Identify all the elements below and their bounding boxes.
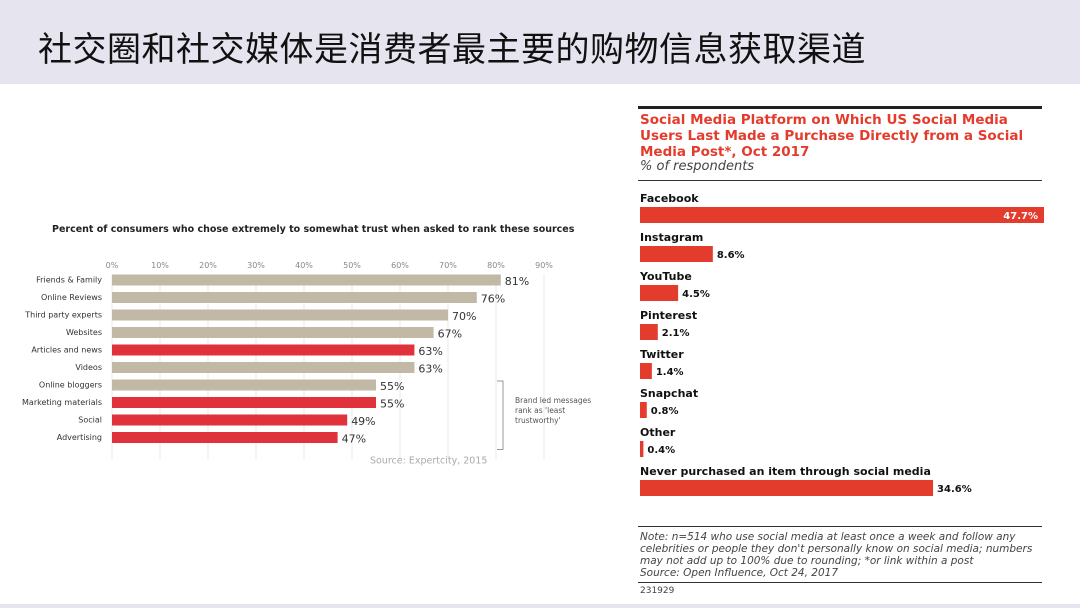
value-label: 47% bbox=[342, 433, 366, 446]
value-label: 76% bbox=[481, 293, 505, 306]
value-label: 63% bbox=[418, 345, 442, 358]
value-label: 49% bbox=[351, 415, 375, 428]
value-label: 81% bbox=[505, 275, 529, 288]
purchase-platform-chart: Facebook 47.7% Instagram 8.6% YouTube 4.5% Pin… bbox=[639, 192, 1044, 496]
value-label: 34.6% bbox=[937, 484, 972, 495]
x-tick-label: 10% bbox=[151, 261, 169, 270]
category-label: Never purchased an item through social m… bbox=[640, 465, 931, 478]
bar bbox=[112, 379, 376, 391]
x-tick-label: 60% bbox=[391, 261, 409, 270]
category-label: Marketing materials bbox=[22, 398, 102, 407]
x-tick-label: 70% bbox=[439, 261, 457, 270]
annotation-text: rank as 'least bbox=[515, 406, 565, 415]
bar bbox=[640, 324, 658, 340]
category-label: Snapchat bbox=[640, 387, 698, 400]
category-label: Online Reviews bbox=[41, 293, 102, 302]
value-label: 55% bbox=[380, 398, 404, 411]
category-label: YouTube bbox=[639, 270, 692, 283]
bar bbox=[112, 397, 376, 408]
bar bbox=[640, 363, 652, 379]
left-chart-title: Percent of consumers who chose extremely… bbox=[52, 224, 575, 235]
value-label: 63% bbox=[418, 363, 442, 376]
value-label: 4.5% bbox=[682, 289, 710, 300]
x-tick-label: 40% bbox=[295, 261, 313, 270]
panel-title: Social Media Platform on Which US Social… bbox=[640, 112, 1024, 160]
value-label: 70% bbox=[452, 310, 476, 323]
category-label: Third party experts bbox=[24, 311, 102, 320]
panel-mid-rule bbox=[638, 180, 1042, 181]
x-tick-label: 80% bbox=[487, 261, 505, 270]
bar bbox=[112, 274, 501, 286]
bar bbox=[112, 344, 415, 356]
value-label: 47.7% bbox=[1003, 211, 1038, 222]
purchase-platform-panel: Social Media Platform on Which US Social… bbox=[628, 106, 1046, 596]
bar bbox=[112, 309, 448, 321]
value-label: 1.4% bbox=[656, 367, 684, 378]
bar bbox=[112, 327, 434, 338]
annotation-bracket bbox=[497, 380, 504, 450]
category-label: Facebook bbox=[640, 192, 699, 205]
category-label: Pinterest bbox=[640, 309, 697, 322]
category-label: Articles and news bbox=[31, 346, 102, 355]
category-label: Advertising bbox=[57, 433, 102, 442]
left-chart-source: Source: Expertcity, 2015 bbox=[370, 456, 487, 467]
bar bbox=[640, 402, 647, 418]
value-label: 2.1% bbox=[662, 328, 690, 339]
panel-bottom-rule bbox=[638, 526, 1042, 527]
category-label: Online bloggers bbox=[39, 381, 102, 390]
bar bbox=[640, 246, 713, 262]
value-label: 8.6% bbox=[717, 250, 745, 261]
x-tick-label: 50% bbox=[343, 261, 361, 270]
bar bbox=[112, 292, 477, 303]
x-tick-label: 30% bbox=[247, 261, 265, 270]
category-label: Friends & Family bbox=[36, 276, 102, 285]
x-tick-label: 90% bbox=[535, 261, 553, 270]
annotation-text: trustworthy' bbox=[515, 416, 561, 425]
x-tick-label: 20% bbox=[199, 261, 217, 270]
bar bbox=[112, 362, 415, 373]
panel-subtitle: % of respondents bbox=[640, 159, 755, 174]
bar bbox=[640, 441, 644, 457]
bar bbox=[640, 480, 934, 496]
category-label: Twitter bbox=[640, 348, 684, 361]
bar bbox=[640, 207, 1044, 223]
panel-note-text: Note: n=514 who use social media at leas… bbox=[640, 531, 1033, 567]
value-label: 0.4% bbox=[647, 445, 675, 456]
bar bbox=[112, 432, 338, 443]
bar bbox=[640, 285, 679, 301]
annotation-text: Brand led messages bbox=[515, 396, 591, 405]
category-label: Videos bbox=[75, 363, 102, 372]
panel-source: Source: Open Influence, Oct 24, 2017 bbox=[640, 567, 839, 579]
value-label: 0.8% bbox=[651, 406, 679, 417]
panel-chart-id: 231929 bbox=[640, 586, 675, 596]
panel-note: Note: n=514 who use social media at leas… bbox=[640, 531, 1042, 579]
trust-sources-chart: Percent of consumers who chose extremely… bbox=[22, 224, 591, 467]
x-tick-label: 0% bbox=[106, 261, 119, 270]
value-label: 67% bbox=[438, 328, 462, 341]
category-label: Other bbox=[640, 426, 676, 439]
panel-footer-rule bbox=[638, 582, 1042, 583]
slide-body: Percent of consumers who chose extremely… bbox=[0, 84, 1080, 604]
category-label: Websites bbox=[66, 328, 102, 337]
category-label: Instagram bbox=[640, 231, 703, 244]
bar bbox=[112, 414, 348, 426]
slide-title: 社交圈和社交媒体是消费者最主要的购物信息获取渠道 bbox=[38, 30, 866, 70]
value-label: 55% bbox=[380, 380, 404, 393]
panel-top-rule bbox=[638, 106, 1042, 109]
category-label: Social bbox=[78, 416, 102, 425]
